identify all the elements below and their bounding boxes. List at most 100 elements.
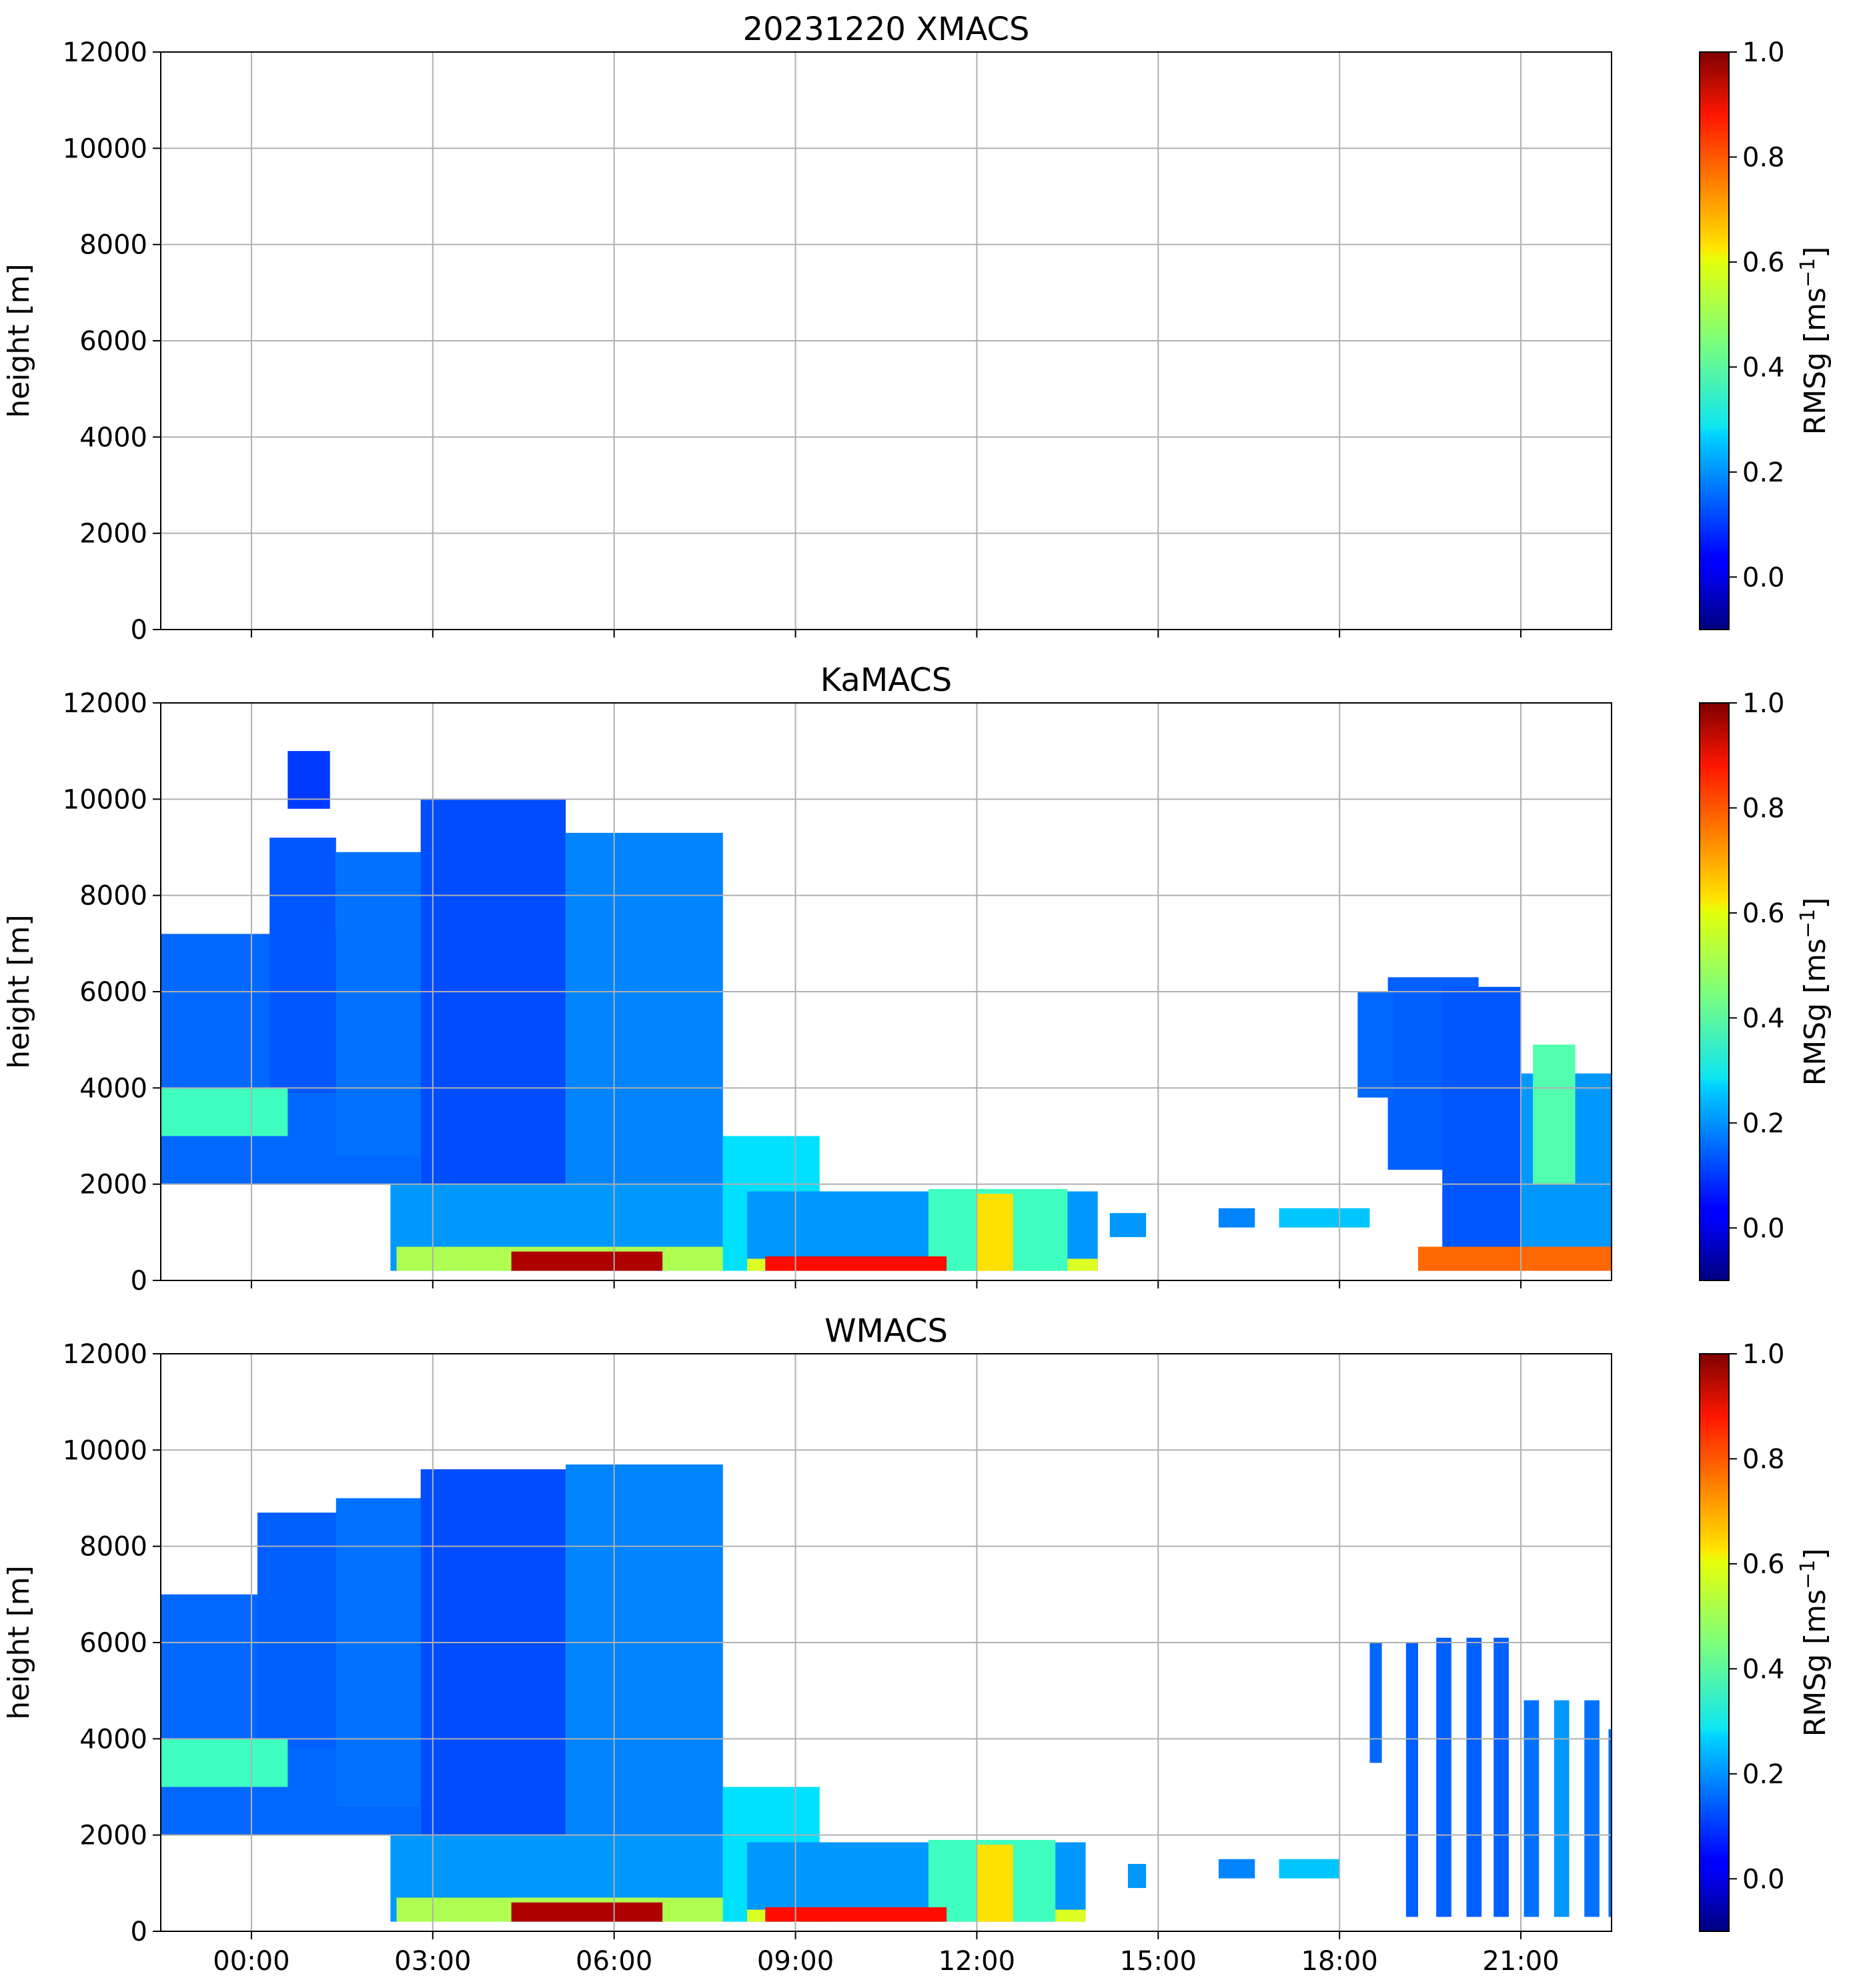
y-tick-label: 0 (131, 615, 147, 646)
y-axis-label: height [m] (2, 914, 36, 1068)
x-tick-label: 03:00 (394, 1946, 471, 1977)
data-region (977, 1194, 1013, 1271)
data-region (1128, 1863, 1147, 1889)
y-tick-label: 2000 (79, 1821, 147, 1851)
data-region (161, 1739, 288, 1787)
x-tick-label: 12:00 (939, 1946, 1015, 1977)
y-tick-label: 8000 (79, 230, 147, 261)
y-axis-label: height [m] (2, 263, 36, 417)
y-axis: 0 2000 4000 6000 8000 10000 12000 (63, 1339, 161, 1947)
colorbar-tick-label: 0.2 (1742, 1759, 1785, 1790)
y-axis: 0 2000 4000 6000 8000 10000 12000 (63, 688, 161, 1296)
x-tick-label: 06:00 (576, 1946, 652, 1977)
data-region (566, 1464, 723, 1835)
data-region (1442, 986, 1521, 1266)
panel-xmacs: 20231220 XMACS 0 2000 4000 6000 8000 10000 120… (2, 11, 1832, 646)
colorbar-tick-label: 1.0 (1742, 1339, 1785, 1370)
y-tick-label: 0 (131, 1917, 147, 1947)
y-axis: 0 2000 4000 6000 8000 10000 12000 (63, 37, 161, 646)
colorbar-tick-label: 0.0 (1742, 562, 1785, 593)
y-tick-label: 0 (131, 1266, 147, 1296)
data-region (1608, 1729, 1612, 1917)
data-region (1109, 1212, 1147, 1238)
data-region (1405, 1643, 1418, 1917)
data-regions (161, 1464, 1612, 1922)
y-tick-label: 4000 (79, 1724, 147, 1755)
y-tick-label: 4000 (79, 1073, 147, 1104)
y-tick-label: 12000 (63, 1339, 147, 1370)
y-tick-label: 6000 (79, 1628, 147, 1659)
colorbar-tick-label: 0.4 (1742, 1003, 1785, 1034)
data-region (1279, 1208, 1370, 1228)
colorbar-tick-label: 0.4 (1742, 1654, 1785, 1685)
x-tick-label: 18:00 (1301, 1946, 1378, 1977)
data-region (566, 832, 723, 1184)
colorbar-tick-label: 0.4 (1742, 352, 1785, 383)
y-tick-label: 2000 (79, 1170, 147, 1200)
y-tick-label: 10000 (63, 1435, 147, 1466)
colorbar-gradient (1699, 1353, 1730, 1932)
y-tick-label: 10000 (63, 784, 147, 815)
colorbar-tick-label: 0.0 (1742, 1213, 1785, 1244)
colorbar-tick-label: 0.6 (1742, 898, 1785, 929)
x-tick-label: 21:00 (1482, 1946, 1559, 1977)
y-tick-label: 6000 (79, 326, 147, 357)
y-tick-label: 4000 (79, 422, 147, 453)
data-region (511, 1251, 663, 1271)
colorbar-tick-label: 0.6 (1742, 1549, 1785, 1580)
x-axis: 00:00 03:00 06:00 09:00 12:00 15:00 18:00 21:00 (213, 1931, 1560, 1977)
colorbar-ticks: 1.0 0.8 0.6 0.4 0.2 0.0 (1729, 37, 1785, 593)
y-axis-label: height [m] (2, 1565, 36, 1719)
y-tick-label: 6000 (79, 977, 147, 1008)
colorbar-label: RMSg [ms−1] (1796, 247, 1832, 435)
gridlines (161, 51, 1612, 630)
panel-title: WMACS (824, 1312, 948, 1350)
panel-title: 20231220 XMACS (743, 11, 1030, 48)
data-region (1357, 992, 1394, 1098)
data-region (511, 1902, 663, 1922)
colorbar-tick-label: 0.2 (1742, 457, 1785, 488)
data-region (765, 1907, 947, 1922)
y-tick-label: 8000 (79, 881, 147, 912)
colorbar-gradient (1699, 51, 1730, 630)
x-tick-label: 15:00 (1120, 1946, 1197, 1977)
data-region (420, 1469, 566, 1835)
data-regions (161, 751, 1612, 1271)
data-region (1584, 1700, 1600, 1917)
colorbar-tick-label: 0.8 (1742, 1444, 1785, 1474)
data-region (765, 1256, 947, 1271)
x-tick-label: 09:00 (757, 1946, 834, 1977)
data-region (161, 1088, 288, 1136)
x-tick-label: 00:00 (213, 1946, 289, 1977)
panel-title: KaMACS (820, 662, 952, 699)
data-region (1554, 1700, 1570, 1917)
x-axis (250, 630, 1522, 638)
colorbar-tick-label: 1.0 (1742, 688, 1785, 719)
data-region (977, 1845, 1013, 1922)
colorbar-tick-label: 0.6 (1742, 247, 1785, 278)
data-region (1493, 1637, 1509, 1917)
data-region (287, 751, 330, 809)
data-region (1218, 1208, 1255, 1228)
colorbar-tick-label: 0.8 (1742, 142, 1785, 173)
colorbar-gradient (1699, 702, 1730, 1281)
colorbar-ticks: 1.0 0.8 0.6 0.4 0.2 0.0 (1729, 688, 1785, 1244)
panel-kamacs: KaMACS 0 2000 4000 6000 8000 10000 12000 heigh… (2, 662, 1832, 1296)
data-region (1533, 1044, 1576, 1184)
data-region (1523, 1700, 1539, 1917)
x-axis (250, 1280, 1522, 1288)
data-region (1436, 1637, 1451, 1917)
colorbar-ticks: 1.0 0.8 0.6 0.4 0.2 0.0 (1729, 1339, 1785, 1895)
colorbar: 1.0 0.8 0.6 0.4 0.2 0.0 RMSg [ms−1] (1699, 1339, 1832, 1932)
data-region (1279, 1859, 1340, 1879)
colorbar-tick-label: 0.2 (1742, 1108, 1785, 1139)
colorbar-tick-label: 0.8 (1742, 793, 1785, 824)
data-region (1466, 1637, 1482, 1917)
colorbar-tick-label: 0.0 (1742, 1864, 1785, 1895)
data-region (269, 838, 336, 1093)
data-region (1369, 1643, 1382, 1763)
colorbar-label: RMSg [ms−1] (1796, 1549, 1832, 1737)
data-region (1218, 1859, 1255, 1879)
